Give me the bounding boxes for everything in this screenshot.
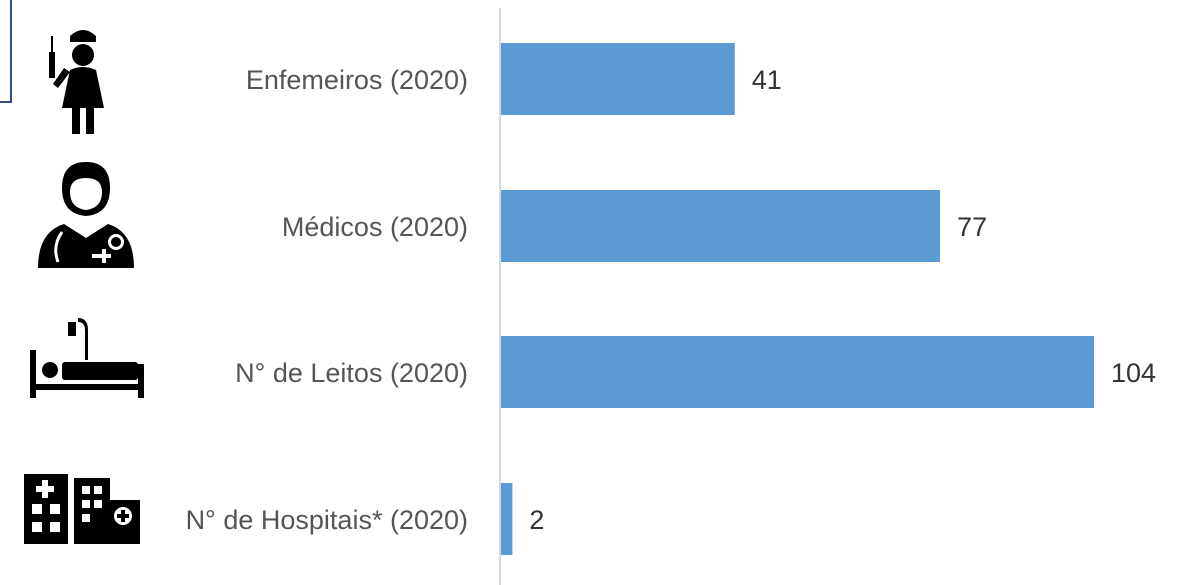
- value-labels: 41 77 104 2: [529, 65, 1156, 535]
- hospital-bed-icon: [30, 318, 144, 398]
- nurse-icon: [49, 30, 104, 134]
- value-label: 77: [957, 212, 987, 242]
- frame-edge: [0, 0, 12, 103]
- doctor-icon: [38, 162, 134, 268]
- category-label: Enfemeiros (2020): [246, 65, 468, 95]
- category-label: Médicos (2020): [282, 212, 468, 242]
- category-label: N° de Leitos (2020): [235, 358, 468, 388]
- bar: [501, 336, 1094, 408]
- value-label: 2: [529, 505, 544, 535]
- bar-series: [501, 43, 1094, 555]
- bar: [501, 483, 513, 555]
- value-label: 41: [752, 65, 782, 95]
- bar: [501, 43, 735, 115]
- category-labels: Enfemeiros (2020) Médicos (2020) N° de Lei…: [186, 65, 468, 535]
- category-label: N° de Hospitais* (2020): [186, 505, 468, 535]
- value-label: 104: [1111, 358, 1156, 388]
- hospital-building-icon: [24, 474, 140, 544]
- bar: [501, 190, 941, 262]
